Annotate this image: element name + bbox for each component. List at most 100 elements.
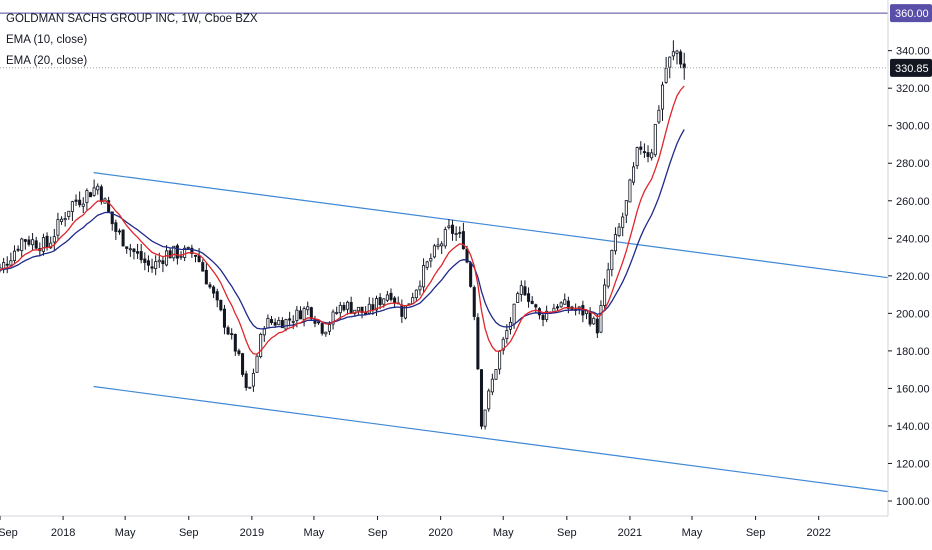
- candle-body: [175, 245, 179, 259]
- candle-body: [172, 245, 176, 259]
- candle-body: [461, 231, 465, 250]
- candle-body: [9, 260, 13, 266]
- candle: [172, 245, 176, 262]
- candle-body: [624, 200, 628, 216]
- x-tick-label: May: [682, 527, 703, 539]
- x-tick-label: Sep: [0, 527, 18, 539]
- candle-body: [52, 236, 56, 243]
- candle-body: [483, 409, 487, 427]
- candle-body: [186, 246, 190, 249]
- candle: [617, 223, 621, 238]
- plot-background: [0, 0, 888, 516]
- candle: [161, 256, 165, 273]
- candle-body: [505, 330, 509, 339]
- x-tick-label: 2019: [240, 527, 264, 539]
- candle-body: [60, 218, 64, 222]
- y-tick-label: 180.00: [896, 346, 930, 358]
- candle-body: [382, 298, 386, 305]
- candle: [639, 141, 643, 155]
- horizontal-line-price-badge: [890, 4, 932, 23]
- candle-body: [490, 378, 494, 393]
- last-price-label: 330.85: [895, 63, 929, 75]
- candle-body: [157, 259, 161, 263]
- candle: [230, 328, 234, 340]
- candle-body: [425, 261, 429, 268]
- candle-body: [309, 307, 313, 320]
- candle-body: [12, 250, 17, 261]
- candle-body: [31, 239, 35, 246]
- x-tick-label: May: [493, 527, 514, 539]
- candle-body: [443, 229, 447, 247]
- candle-body: [610, 250, 614, 271]
- candle-body: [34, 240, 38, 249]
- candle: [88, 191, 93, 198]
- candle: [114, 219, 118, 240]
- ema-layer: [0, 85, 685, 355]
- legend-ema-10[interactable]: EMA (10, close): [6, 34, 88, 46]
- candle: [635, 146, 639, 170]
- candle-body: [288, 318, 292, 321]
- candle-body: [588, 310, 592, 325]
- candle: [60, 216, 64, 225]
- candle-body: [331, 311, 335, 325]
- candle: [356, 306, 360, 315]
- candle-body: [295, 309, 299, 321]
- candle: [34, 236, 38, 249]
- candle: [128, 244, 132, 257]
- candle-body: [248, 386, 252, 389]
- candle: [204, 263, 208, 285]
- candle-body: [320, 323, 324, 334]
- candle: [675, 49, 679, 65]
- x-tick-label: Sep: [746, 527, 766, 539]
- candle-body: [653, 123, 657, 156]
- candle-body: [389, 292, 393, 300]
- candle-body: [527, 293, 531, 302]
- candle-body: [269, 319, 274, 324]
- candle: [20, 237, 24, 258]
- candle-body: [183, 247, 187, 258]
- candle: [92, 179, 96, 197]
- candle: [125, 246, 129, 254]
- candle-body: [342, 304, 346, 311]
- candle: [338, 301, 342, 320]
- candle-body: [516, 293, 520, 303]
- y-tick-label: 100.00: [896, 496, 930, 508]
- candle: [70, 200, 74, 222]
- legend-ema-20[interactable]: EMA (20, close): [6, 55, 88, 67]
- candle-body: [664, 67, 668, 83]
- candle-body: [454, 233, 458, 235]
- candle-body: [193, 254, 198, 257]
- candle-body: [277, 320, 281, 326]
- time-axis[interactable]: Sep 2018 May Sep 2019 May Sep 2020 May Sep 2021 May…: [0, 515, 888, 539]
- candlestick-series: [0, 40, 686, 430]
- candle-body: [212, 286, 216, 294]
- legend-title[interactable]: GOLDMAN SACHS GROUP INC, 1W, Cboe BZX: [6, 13, 258, 25]
- candle-body: [67, 210, 71, 217]
- candle: [241, 352, 245, 377]
- candle-body: [16, 248, 20, 251]
- candle-body: [251, 372, 255, 387]
- candle-body: [519, 285, 523, 295]
- candle-body: [657, 109, 661, 123]
- ema-10-line: [0, 85, 685, 355]
- candle: [259, 332, 263, 359]
- candle-body: [99, 186, 103, 203]
- candle: [143, 252, 147, 271]
- candle-body: [136, 251, 140, 254]
- candle-body: [639, 146, 643, 150]
- candle: [660, 81, 665, 121]
- candle-body: [338, 304, 342, 314]
- candle-body: [440, 243, 444, 247]
- candle: [317, 321, 321, 325]
- candle-body: [346, 301, 350, 310]
- candle: [469, 261, 473, 288]
- candle: [527, 287, 531, 308]
- candle: [273, 318, 277, 327]
- price-axis[interactable]: 100.00 120.00 140.00 160.00 180.00 200.00 220.…: [887, 0, 932, 516]
- x-tick-label: 2018: [51, 527, 75, 539]
- candle-body: [530, 300, 534, 304]
- candle: [222, 304, 226, 335]
- candle-body: [349, 301, 353, 314]
- candle-body: [682, 63, 686, 69]
